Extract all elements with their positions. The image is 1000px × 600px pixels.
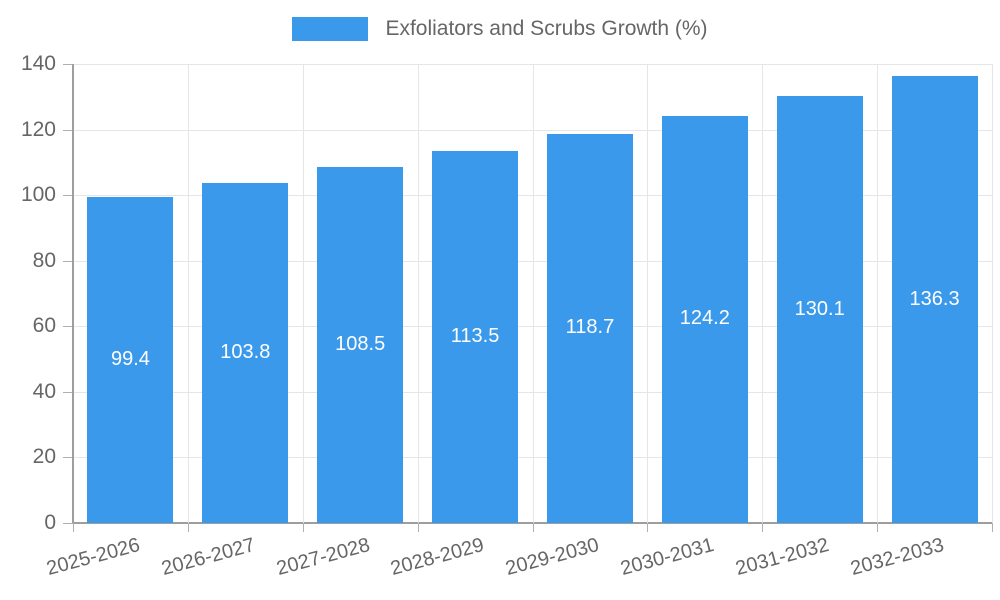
- y-tick-mark: [63, 195, 73, 197]
- bar: [891, 76, 978, 523]
- y-tick-mark: [63, 129, 73, 131]
- x-tick-mark: [302, 523, 304, 532]
- x-tick-mark: [73, 523, 74, 532]
- x-tick-mark: [187, 523, 189, 532]
- x-tick-label: 2025-2026: [44, 534, 143, 581]
- bar: [432, 150, 519, 523]
- bar-value-label: 124.2: [679, 307, 730, 330]
- x-tick-mark: [877, 523, 879, 532]
- x-tick-label: 2027-2028: [273, 534, 372, 581]
- y-tick-label: 80: [32, 248, 56, 272]
- y-tick-label: 0: [44, 511, 56, 534]
- y-tick-mark: [63, 326, 73, 328]
- x-tick-mark: [992, 523, 993, 532]
- bar-value-label: 113.5: [450, 324, 500, 347]
- x-tick-label: 2032-2033: [848, 534, 947, 581]
- gridline-vertical: [992, 64, 993, 523]
- x-tick-label: 2026-2027: [158, 534, 258, 581]
- y-tick-mark: [63, 457, 73, 459]
- y-tick-mark: [63, 391, 73, 393]
- gridline-vertical: [877, 64, 879, 523]
- bar: [317, 167, 404, 523]
- gridline-vertical: [762, 64, 764, 523]
- y-tick-label: 100: [20, 183, 56, 207]
- y-tick-label: 120: [20, 117, 56, 141]
- x-axis-line: [72, 522, 992, 524]
- gridline-vertical: [647, 64, 649, 523]
- bar-value-label: 99.4: [110, 348, 150, 371]
- bar-value-label: 130.1: [794, 297, 845, 320]
- y-tick-mark: [63, 260, 73, 262]
- gridline-vertical: [302, 64, 304, 523]
- x-tick-label: 2028-2029: [388, 534, 487, 581]
- bar-value-label: 103.8: [220, 340, 271, 363]
- gridline-vertical: [187, 64, 189, 523]
- y-tick-label: 140: [20, 52, 56, 75]
- bar: [202, 182, 289, 523]
- y-tick-mark: [63, 64, 73, 65]
- gridline-vertical: [532, 64, 534, 523]
- y-tick-label: 20: [32, 445, 56, 469]
- y-tick-mark: [63, 523, 73, 524]
- y-tick-label: 60: [32, 314, 56, 338]
- x-tick-mark: [532, 523, 534, 532]
- legend-swatch: [292, 17, 369, 41]
- x-tick-label: 2030-2031: [618, 534, 717, 581]
- y-tick-label: 40: [32, 379, 56, 403]
- bar-value-label: 118.7: [565, 316, 615, 339]
- x-tick-mark: [762, 523, 764, 532]
- bar-value-label: 108.5: [335, 333, 386, 356]
- x-tick-label: 2029-2030: [503, 534, 602, 581]
- y-axis-line: [72, 64, 74, 523]
- legend-label: Exfoliators and Scrubs Growth (%): [385, 17, 708, 40]
- chart-legend[interactable]: Exfoliators and Scrubs Growth (%): [0, 17, 1000, 41]
- gridline-vertical: [417, 64, 419, 523]
- bar: [546, 133, 633, 523]
- bar-value-label: 136.3: [909, 287, 960, 310]
- x-tick-label: 2031-2032: [733, 534, 832, 581]
- bar: [661, 115, 748, 523]
- x-tick-mark: [417, 523, 419, 532]
- bar: [776, 96, 863, 523]
- x-tick-mark: [647, 523, 649, 532]
- bar: [87, 197, 174, 523]
